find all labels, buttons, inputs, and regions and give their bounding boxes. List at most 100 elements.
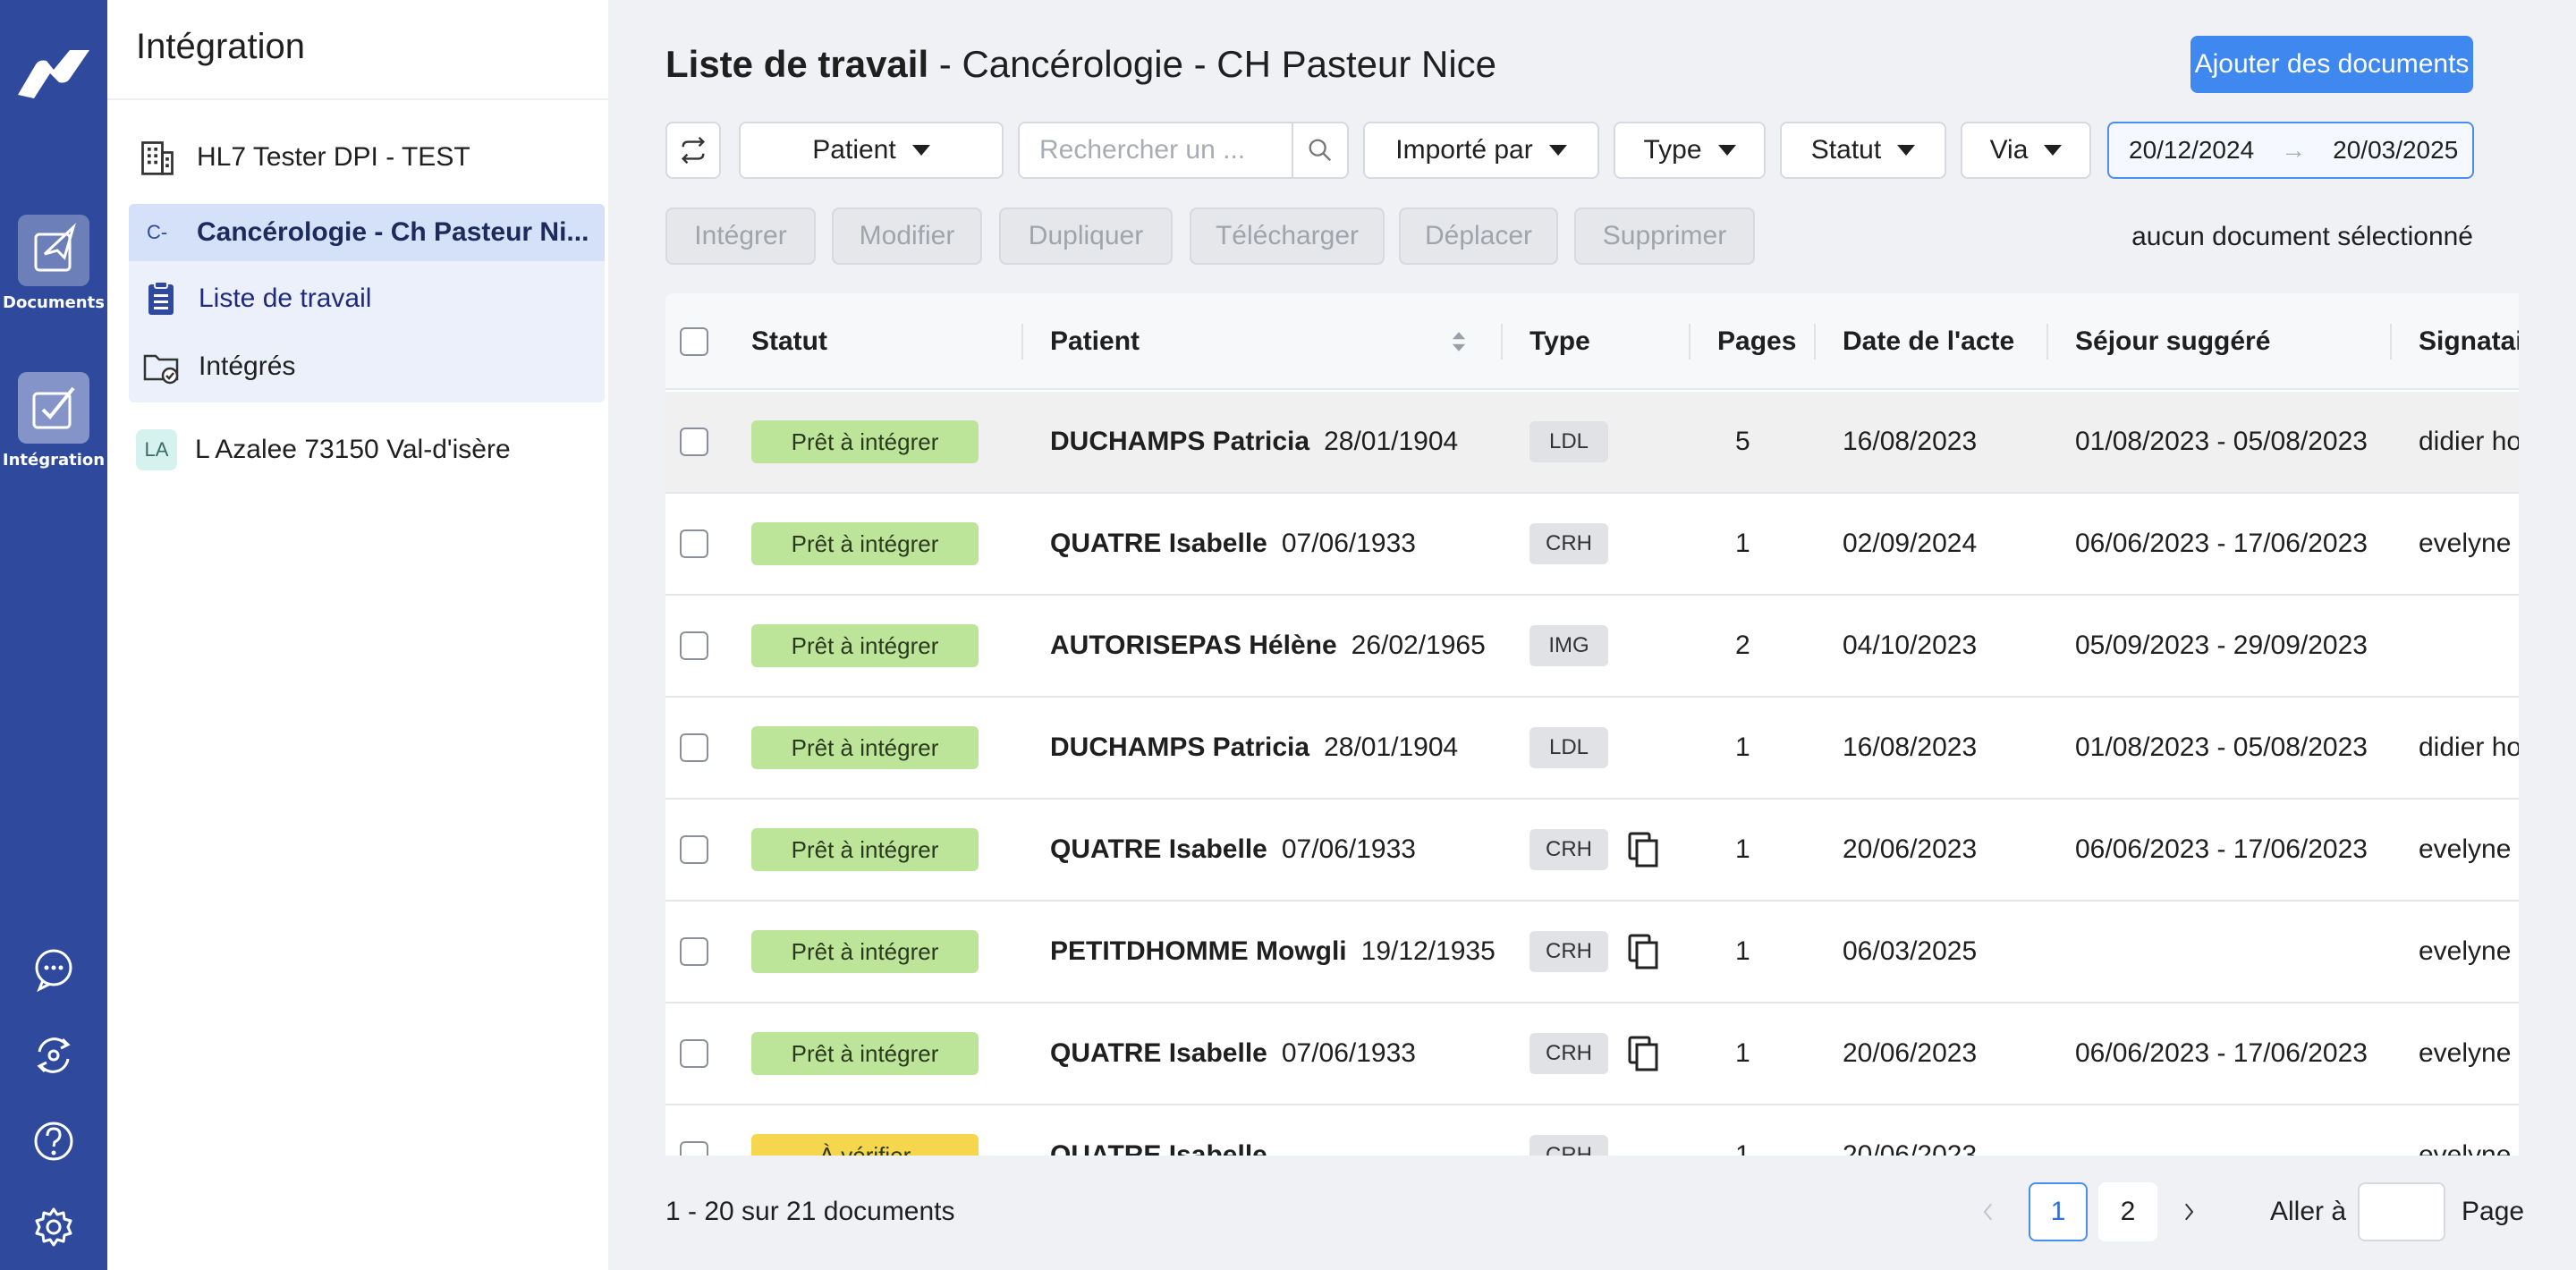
- col-status[interactable]: Statut: [751, 326, 827, 356]
- table-header: Statut Patient Type Pages Date de l'acte…: [665, 293, 2519, 390]
- goto-page-input[interactable]: [2358, 1182, 2445, 1241]
- table-row[interactable]: Prêt à intégrer AUTORISEPAS Hélène 26/02/1…: [665, 596, 2519, 698]
- status-cell: Prêt à intégrer: [751, 494, 979, 594]
- type-filter-dropdown[interactable]: Type: [1614, 122, 1766, 179]
- col-type[interactable]: Type: [1530, 326, 1590, 356]
- chat-icon[interactable]: [27, 943, 80, 996]
- date-cell: 16/08/2023: [1843, 732, 1978, 762]
- date-range-picker[interactable]: 20/12/2024 → 20/03/2025: [2107, 122, 2474, 179]
- table-row[interactable]: Prêt à intégrer DUCHAMPS Patricia 28/01/19…: [665, 698, 2519, 800]
- signer-cell: evelyne p: [2419, 529, 2519, 558]
- download-button[interactable]: Télécharger: [1190, 207, 1385, 265]
- search-box: [1018, 122, 1349, 179]
- duplicate-icon[interactable]: [1626, 830, 1662, 869]
- patient-filter-dropdown[interactable]: Patient: [739, 122, 1004, 179]
- table-row[interactable]: À vérifier QUATRE Isabelle CRH 1 20/06/2023 e…: [665, 1105, 2519, 1156]
- column-divider[interactable]: [1021, 324, 1023, 360]
- status-filter-dropdown[interactable]: Statut: [1780, 122, 1946, 179]
- prev-page-button[interactable]: [1966, 1182, 2011, 1241]
- row-checkbox[interactable]: [680, 1105, 708, 1156]
- stay-cell: 05/09/2023 - 29/09/2023: [2075, 631, 2368, 660]
- column-divider[interactable]: [2390, 324, 2392, 360]
- rail-integration-label: Intégration: [2, 451, 106, 470]
- type-tag: LDL: [1530, 727, 1608, 768]
- col-signer[interactable]: Signataire: [2419, 326, 2519, 356]
- date-arrow-icon: →: [2281, 136, 2307, 164]
- integrate-button[interactable]: Intégrer: [665, 207, 816, 265]
- column-divider[interactable]: [1501, 324, 1503, 360]
- delete-button[interactable]: Supprimer: [1574, 207, 1755, 265]
- column-divider[interactable]: [2046, 324, 2048, 360]
- table-row[interactable]: Prêt à intégrer DUCHAMPS Patricia 28/01/19…: [665, 392, 2519, 494]
- nav-integrated-label: Intégrés: [199, 351, 296, 381]
- search-button[interactable]: [1292, 123, 1347, 177]
- row-checkbox[interactable]: [680, 392, 708, 492]
- duplicate-button[interactable]: Dupliquer: [999, 207, 1173, 265]
- move-button[interactable]: Déplacer: [1399, 207, 1558, 265]
- swap-arrows-icon: [681, 136, 706, 165]
- documents-send-icon: [18, 215, 89, 286]
- sort-icon[interactable]: [1451, 293, 1467, 390]
- patient-dob: 26/02/1965: [1351, 631, 1486, 660]
- site-azalee[interactable]: LA L Azalee 73150 Val-d'isère: [136, 422, 583, 478]
- site-cancerologie[interactable]: C- Cancérologie - Ch Pasteur Ni...: [129, 204, 605, 261]
- settings-icon[interactable]: [27, 1200, 80, 1254]
- table-row[interactable]: Prêt à intégrer QUATRE Isabelle 07/06/1933…: [665, 800, 2519, 902]
- pages-cell: 1: [1735, 936, 1750, 966]
- imported-by-filter-dropdown[interactable]: Importé par: [1363, 122, 1599, 179]
- sync-icon[interactable]: [27, 1029, 80, 1082]
- rail-integration[interactable]: Intégration: [0, 372, 107, 470]
- status-badge: À vérifier: [751, 1134, 979, 1156]
- site-panel: Intégration HL7 Tester DPI - TEST C- Can…: [107, 0, 608, 1270]
- modify-button[interactable]: Modifier: [832, 207, 982, 265]
- type-cell: CRH: [1530, 1003, 1662, 1104]
- col-pages[interactable]: Pages: [1717, 326, 1797, 356]
- col-date[interactable]: Date de l'acte: [1843, 326, 2015, 356]
- col-stay[interactable]: Séjour suggéré: [2075, 326, 2271, 356]
- chevron-down-icon: [911, 145, 930, 156]
- status-cell: Prêt à intégrer: [751, 1003, 979, 1104]
- site-hl7-tester[interactable]: HL7 Tester DPI - TEST: [136, 130, 583, 185]
- pages-cell: 5: [1735, 427, 1750, 456]
- col-patient[interactable]: Patient: [1050, 326, 1140, 356]
- via-filter-dropdown[interactable]: Via: [1961, 122, 2091, 179]
- status-badge: Prêt à intégrer: [751, 828, 979, 871]
- duplicate-icon[interactable]: [1626, 1034, 1662, 1073]
- status-filter-label: Statut: [1810, 135, 1882, 165]
- page-2-button[interactable]: 2: [2098, 1182, 2157, 1241]
- next-page-button[interactable]: [2166, 1182, 2211, 1241]
- stay-cell: 01/08/2023 - 05/08/2023: [2075, 427, 2368, 456]
- table-row[interactable]: Prêt à intégrer QUATRE Isabelle 07/06/1933…: [665, 1003, 2519, 1105]
- duplicate-icon[interactable]: [1626, 932, 1662, 971]
- row-checkbox[interactable]: [680, 902, 708, 1002]
- date-cell: 20/06/2023: [1843, 1140, 1978, 1156]
- date-cell: 06/03/2025: [1843, 936, 1978, 966]
- nav-worklist[interactable]: Liste de travail: [141, 272, 371, 326]
- rail-documents[interactable]: Documents: [0, 215, 107, 312]
- date-to[interactable]: 20/03/2025: [2333, 136, 2459, 164]
- table-row[interactable]: Prêt à intégrer PETITDHOMME Mowgli 19/12/1…: [665, 902, 2519, 1003]
- date-from[interactable]: 20/12/2024: [2129, 136, 2255, 164]
- row-checkbox[interactable]: [680, 698, 708, 798]
- row-checkbox[interactable]: [680, 596, 708, 696]
- column-divider[interactable]: [1689, 324, 1690, 360]
- column-divider[interactable]: [1814, 324, 1816, 360]
- page-1-button[interactable]: 1: [2029, 1182, 2088, 1241]
- table-row[interactable]: Prêt à intégrer QUATRE Isabelle 07/06/1933…: [665, 494, 2519, 596]
- row-checkbox[interactable]: [680, 494, 708, 594]
- refresh-button[interactable]: [665, 122, 721, 179]
- select-all-checkbox[interactable]: [680, 293, 708, 390]
- help-icon[interactable]: [27, 1114, 80, 1168]
- add-documents-button[interactable]: Ajouter des documents: [2190, 36, 2473, 93]
- row-checkbox[interactable]: [680, 800, 708, 900]
- pages-cell: 1: [1735, 834, 1750, 864]
- nav-integrated[interactable]: Intégrés: [141, 340, 295, 394]
- status-badge: Prêt à intégrer: [751, 930, 979, 973]
- row-checkbox[interactable]: [680, 1003, 708, 1104]
- type-tag: IMG: [1530, 625, 1608, 666]
- search-input[interactable]: [1020, 135, 1292, 165]
- patient-cell: DUCHAMPS Patricia 28/01/1904: [1050, 392, 1458, 492]
- app-logo-icon[interactable]: [16, 47, 91, 106]
- via-filter-label: Via: [1989, 135, 2029, 165]
- type-tag: CRH: [1530, 829, 1608, 870]
